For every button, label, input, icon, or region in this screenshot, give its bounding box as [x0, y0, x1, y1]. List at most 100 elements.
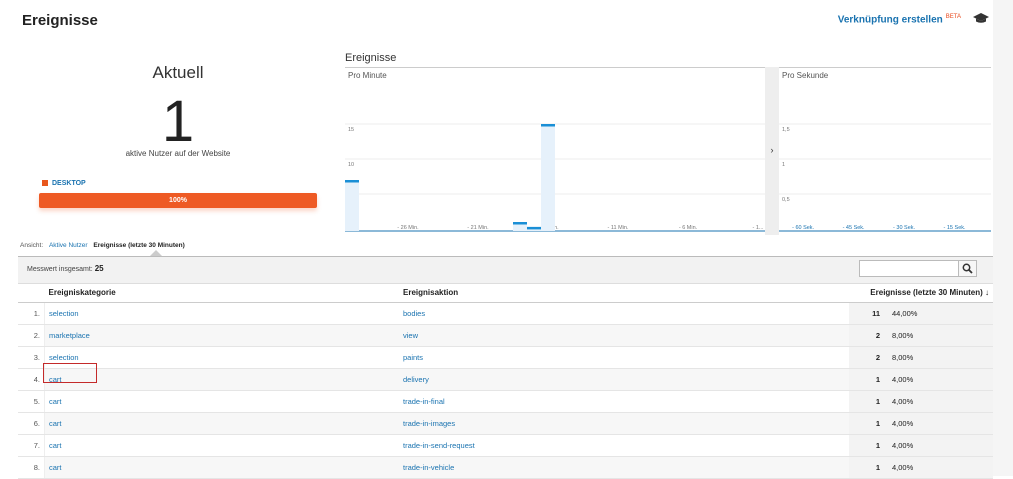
header-action[interactable]: Ereignisaktion	[399, 283, 849, 303]
event-percent: 4,00%	[886, 456, 993, 479]
metric-label: Messwert insgesamt:	[27, 266, 93, 273]
event-percent: 4,00%	[886, 390, 993, 413]
action-link[interactable]: bodies	[399, 302, 849, 325]
category-link[interactable]: selection	[44, 302, 399, 325]
active-tab-caret	[150, 250, 162, 256]
x-tick-label: - 1...	[752, 225, 763, 231]
page-title: Ereignisse	[22, 12, 98, 29]
category-link[interactable]: cart	[44, 412, 399, 435]
search-button[interactable]	[958, 260, 977, 277]
category-link[interactable]: marketplace	[44, 324, 399, 347]
action-link[interactable]: trade-in-vehicle	[399, 456, 849, 479]
table-row: 2. marketplace view 2 8,00%	[18, 324, 993, 347]
current-heading: Aktuell	[152, 63, 204, 82]
create-shortcut-link[interactable]: Verknüpfung erstellen BETA	[838, 14, 961, 25]
x-tick-label: - 60 Sek.	[792, 225, 814, 231]
event-percent: 8,00%	[886, 346, 993, 369]
event-bar[interactable]	[513, 222, 527, 231]
category-link[interactable]: cart	[44, 368, 399, 391]
event-percent: 4,00%	[886, 412, 993, 435]
highlight-box	[43, 363, 97, 383]
category-link[interactable]: cart	[44, 434, 399, 457]
x-tick-label: - 45 Sek.	[843, 225, 865, 231]
action-link[interactable]: view	[399, 324, 849, 347]
x-tick-label: - 30 Sek.	[893, 225, 915, 231]
scrollbar-track[interactable]	[993, 0, 1013, 476]
category-link[interactable]: cart	[44, 390, 399, 413]
event-count: 1	[849, 368, 886, 391]
y-tick-label: 10	[348, 162, 354, 168]
view-prefix: Ansicht:	[20, 242, 44, 249]
beta-badge: BETA	[945, 14, 961, 20]
sort-down-icon: ↓	[985, 288, 989, 297]
action-link[interactable]: trade-in-send-request	[399, 434, 849, 457]
chevron-right-icon[interactable]: ›	[771, 145, 774, 155]
active-users-caption: aktive Nutzer auf der Website	[125, 149, 231, 158]
create-shortcut-label: Verknüpfung erstellen	[837, 14, 943, 26]
tab-active-users[interactable]: Aktive Nutzer	[48, 242, 88, 249]
row-index: 3.	[18, 346, 45, 369]
row-index: 8.	[18, 456, 45, 479]
header-events-label: Ereignisse (letzte 30 Minuten)	[870, 288, 983, 297]
table-row: 7. cart trade-in-send-request 1 4,00%	[18, 434, 993, 457]
search-input[interactable]	[859, 260, 977, 277]
row-index: 7.	[18, 434, 45, 457]
event-percent: 44,00%	[886, 302, 993, 325]
y-tick-label: 0,5	[782, 197, 790, 203]
event-count: 11	[849, 302, 886, 325]
row-index: 5.	[18, 390, 45, 413]
event-bar-cap	[345, 180, 359, 183]
per-second-label: Pro Sekunde	[782, 71, 829, 80]
row-index: 1.	[18, 302, 45, 325]
table-row: 1. selection bodies 11 44,00%	[18, 302, 993, 325]
x-tick-label: - 21 Min.	[467, 225, 489, 231]
event-count: 1	[849, 412, 886, 435]
per-minute-label: Pro Minute	[348, 71, 387, 80]
index-header	[18, 283, 45, 303]
event-bar[interactable]	[541, 124, 555, 231]
event-bar-cap	[541, 124, 555, 127]
event-percent: 4,00%	[886, 434, 993, 457]
report-panel	[18, 256, 993, 477]
table-header-row: Ereigniskategorie Ereignisaktion Ereigni…	[18, 283, 993, 303]
chart-title: Ereignisse	[345, 52, 397, 64]
action-link[interactable]: trade-in-final	[399, 390, 849, 413]
metric-value: 25	[94, 264, 104, 273]
events-table: Ereigniskategorie Ereignisaktion Ereigni…	[18, 283, 993, 479]
action-link[interactable]: trade-in-images	[399, 412, 849, 435]
action-link[interactable]: delivery	[399, 368, 849, 391]
table-row: 6. cart trade-in-images 1 4,00%	[18, 412, 993, 435]
graduation-cap-icon[interactable]	[973, 11, 989, 29]
header-events[interactable]: Ereignisse (letzte 30 Minuten) ↓	[849, 283, 993, 303]
event-count: 2	[849, 324, 886, 347]
event-bar-cap	[513, 222, 527, 225]
event-count: 1	[849, 434, 886, 457]
event-bar[interactable]	[345, 180, 359, 231]
category-link[interactable]: cart	[44, 456, 399, 479]
event-count: 1	[849, 390, 886, 413]
event-count: 1	[849, 456, 886, 479]
y-tick-label: 1,5	[782, 127, 790, 133]
events-chart: Pro Minute › Pro Sekunde 15105- 26 Min.-…	[345, 67, 991, 235]
header-category[interactable]: Ereigniskategorie	[44, 283, 399, 303]
tab-events[interactable]: Ereignisse (letzte 30 Minuten)	[93, 242, 185, 249]
chart-toggle-strip[interactable]	[765, 67, 779, 235]
metric-bar	[18, 257, 993, 284]
device-label: DESKTOP	[52, 180, 86, 187]
metric-total: Messwert insgesamt: 25	[27, 264, 104, 273]
x-tick-label: - 26 Min.	[397, 225, 419, 231]
category-link[interactable]: selection	[44, 346, 399, 369]
x-tick-label: - 11 Min.	[608, 225, 629, 231]
event-count: 2	[849, 346, 886, 369]
event-percent: 4,00%	[886, 368, 993, 391]
y-tick-label: 15	[348, 127, 354, 133]
search-icon	[962, 263, 973, 274]
x-tick-label: - 15 Sek.	[944, 225, 966, 231]
action-link[interactable]: paints	[399, 346, 849, 369]
desktop-swatch	[42, 180, 48, 186]
table-row: 5. cart trade-in-final 1 4,00%	[18, 390, 993, 413]
table-row: 3. selection paints 2 8,00%	[18, 346, 993, 369]
event-percent: 8,00%	[886, 324, 993, 347]
row-index: 2.	[18, 324, 45, 347]
x-tick-label: - 6 Min.	[679, 225, 698, 231]
